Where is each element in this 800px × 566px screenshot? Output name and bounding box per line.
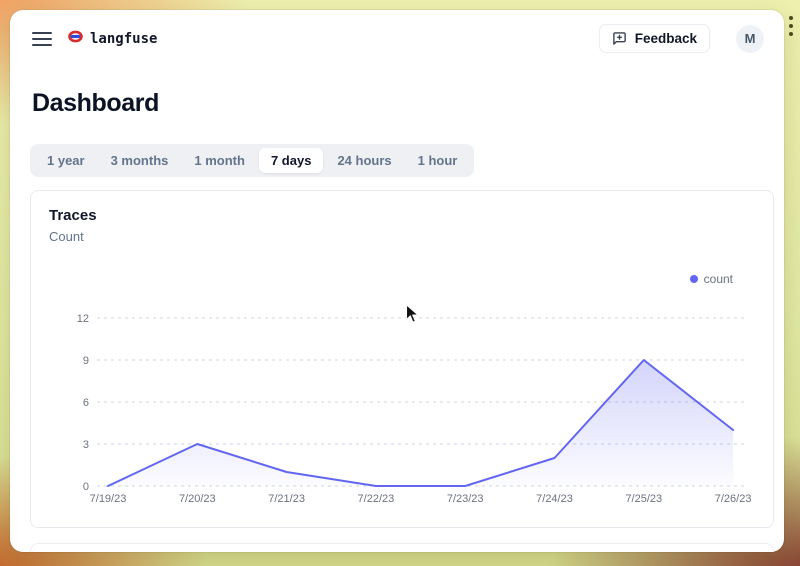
- feedback-label: Feedback: [634, 31, 697, 46]
- svg-text:0: 0: [83, 481, 89, 493]
- menu-icon[interactable]: [32, 31, 52, 46]
- svg-text:7/24/23: 7/24/23: [536, 493, 573, 505]
- page-title: Dashboard: [32, 89, 159, 117]
- svg-text:7/23/23: 7/23/23: [447, 493, 484, 505]
- traces-chart: 0 3 6 9 12 7/19/23 7/20/23 7/21/23 7/22/23 7/23/2…: [77, 313, 752, 505]
- brand-name: langfuse: [90, 30, 158, 47]
- svg-text:7/20/23: 7/20/23: [179, 493, 216, 505]
- svg-text:12: 12: [77, 313, 89, 325]
- next-card-partial: [30, 543, 774, 552]
- svg-text:7/22/23: 7/22/23: [358, 493, 395, 505]
- svg-text:7/26/23: 7/26/23: [715, 493, 752, 505]
- user-avatar[interactable]: M: [736, 24, 764, 53]
- brand[interactable]: langfuse: [68, 29, 157, 49]
- frame-decoration-dots: [789, 16, 793, 36]
- traces-card: Traces Count count 0 3 6 9 12 7/19/23 7/20/23 7…: [30, 190, 774, 528]
- top-bar: langfuse Feedback M: [10, 10, 784, 63]
- card-title: Traces: [49, 207, 97, 224]
- tab-24-hours[interactable]: 24 hours: [325, 148, 403, 173]
- tab-1-year[interactable]: 1 year: [35, 148, 97, 173]
- chart-legend: count: [49, 270, 757, 288]
- app-window: langfuse Feedback M Dashboard 1 year 3 mo…: [10, 10, 784, 552]
- tab-1-month[interactable]: 1 month: [182, 148, 257, 173]
- langfuse-logo-icon: [68, 29, 83, 49]
- feedback-message-plus-icon: [612, 31, 627, 46]
- tab-1-hour[interactable]: 1 hour: [406, 148, 470, 173]
- legend-dot-icon: [689, 275, 698, 283]
- svg-text:6: 6: [83, 397, 89, 409]
- time-range-tabs: 1 year 3 months 1 month 7 days 24 hours 1 hou…: [30, 144, 475, 177]
- card-subtitle: Count: [49, 229, 84, 244]
- svg-text:3: 3: [83, 439, 89, 451]
- svg-text:9: 9: [83, 355, 89, 367]
- svg-text:7/19/23: 7/19/23: [90, 493, 127, 505]
- svg-text:7/21/23: 7/21/23: [268, 493, 305, 505]
- legend-label: count: [703, 272, 733, 286]
- feedback-button[interactable]: Feedback: [598, 24, 710, 53]
- svg-text:7/25/23: 7/25/23: [625, 493, 662, 505]
- tab-3-months[interactable]: 3 months: [99, 148, 181, 173]
- tab-7-days[interactable]: 7 days: [258, 148, 324, 173]
